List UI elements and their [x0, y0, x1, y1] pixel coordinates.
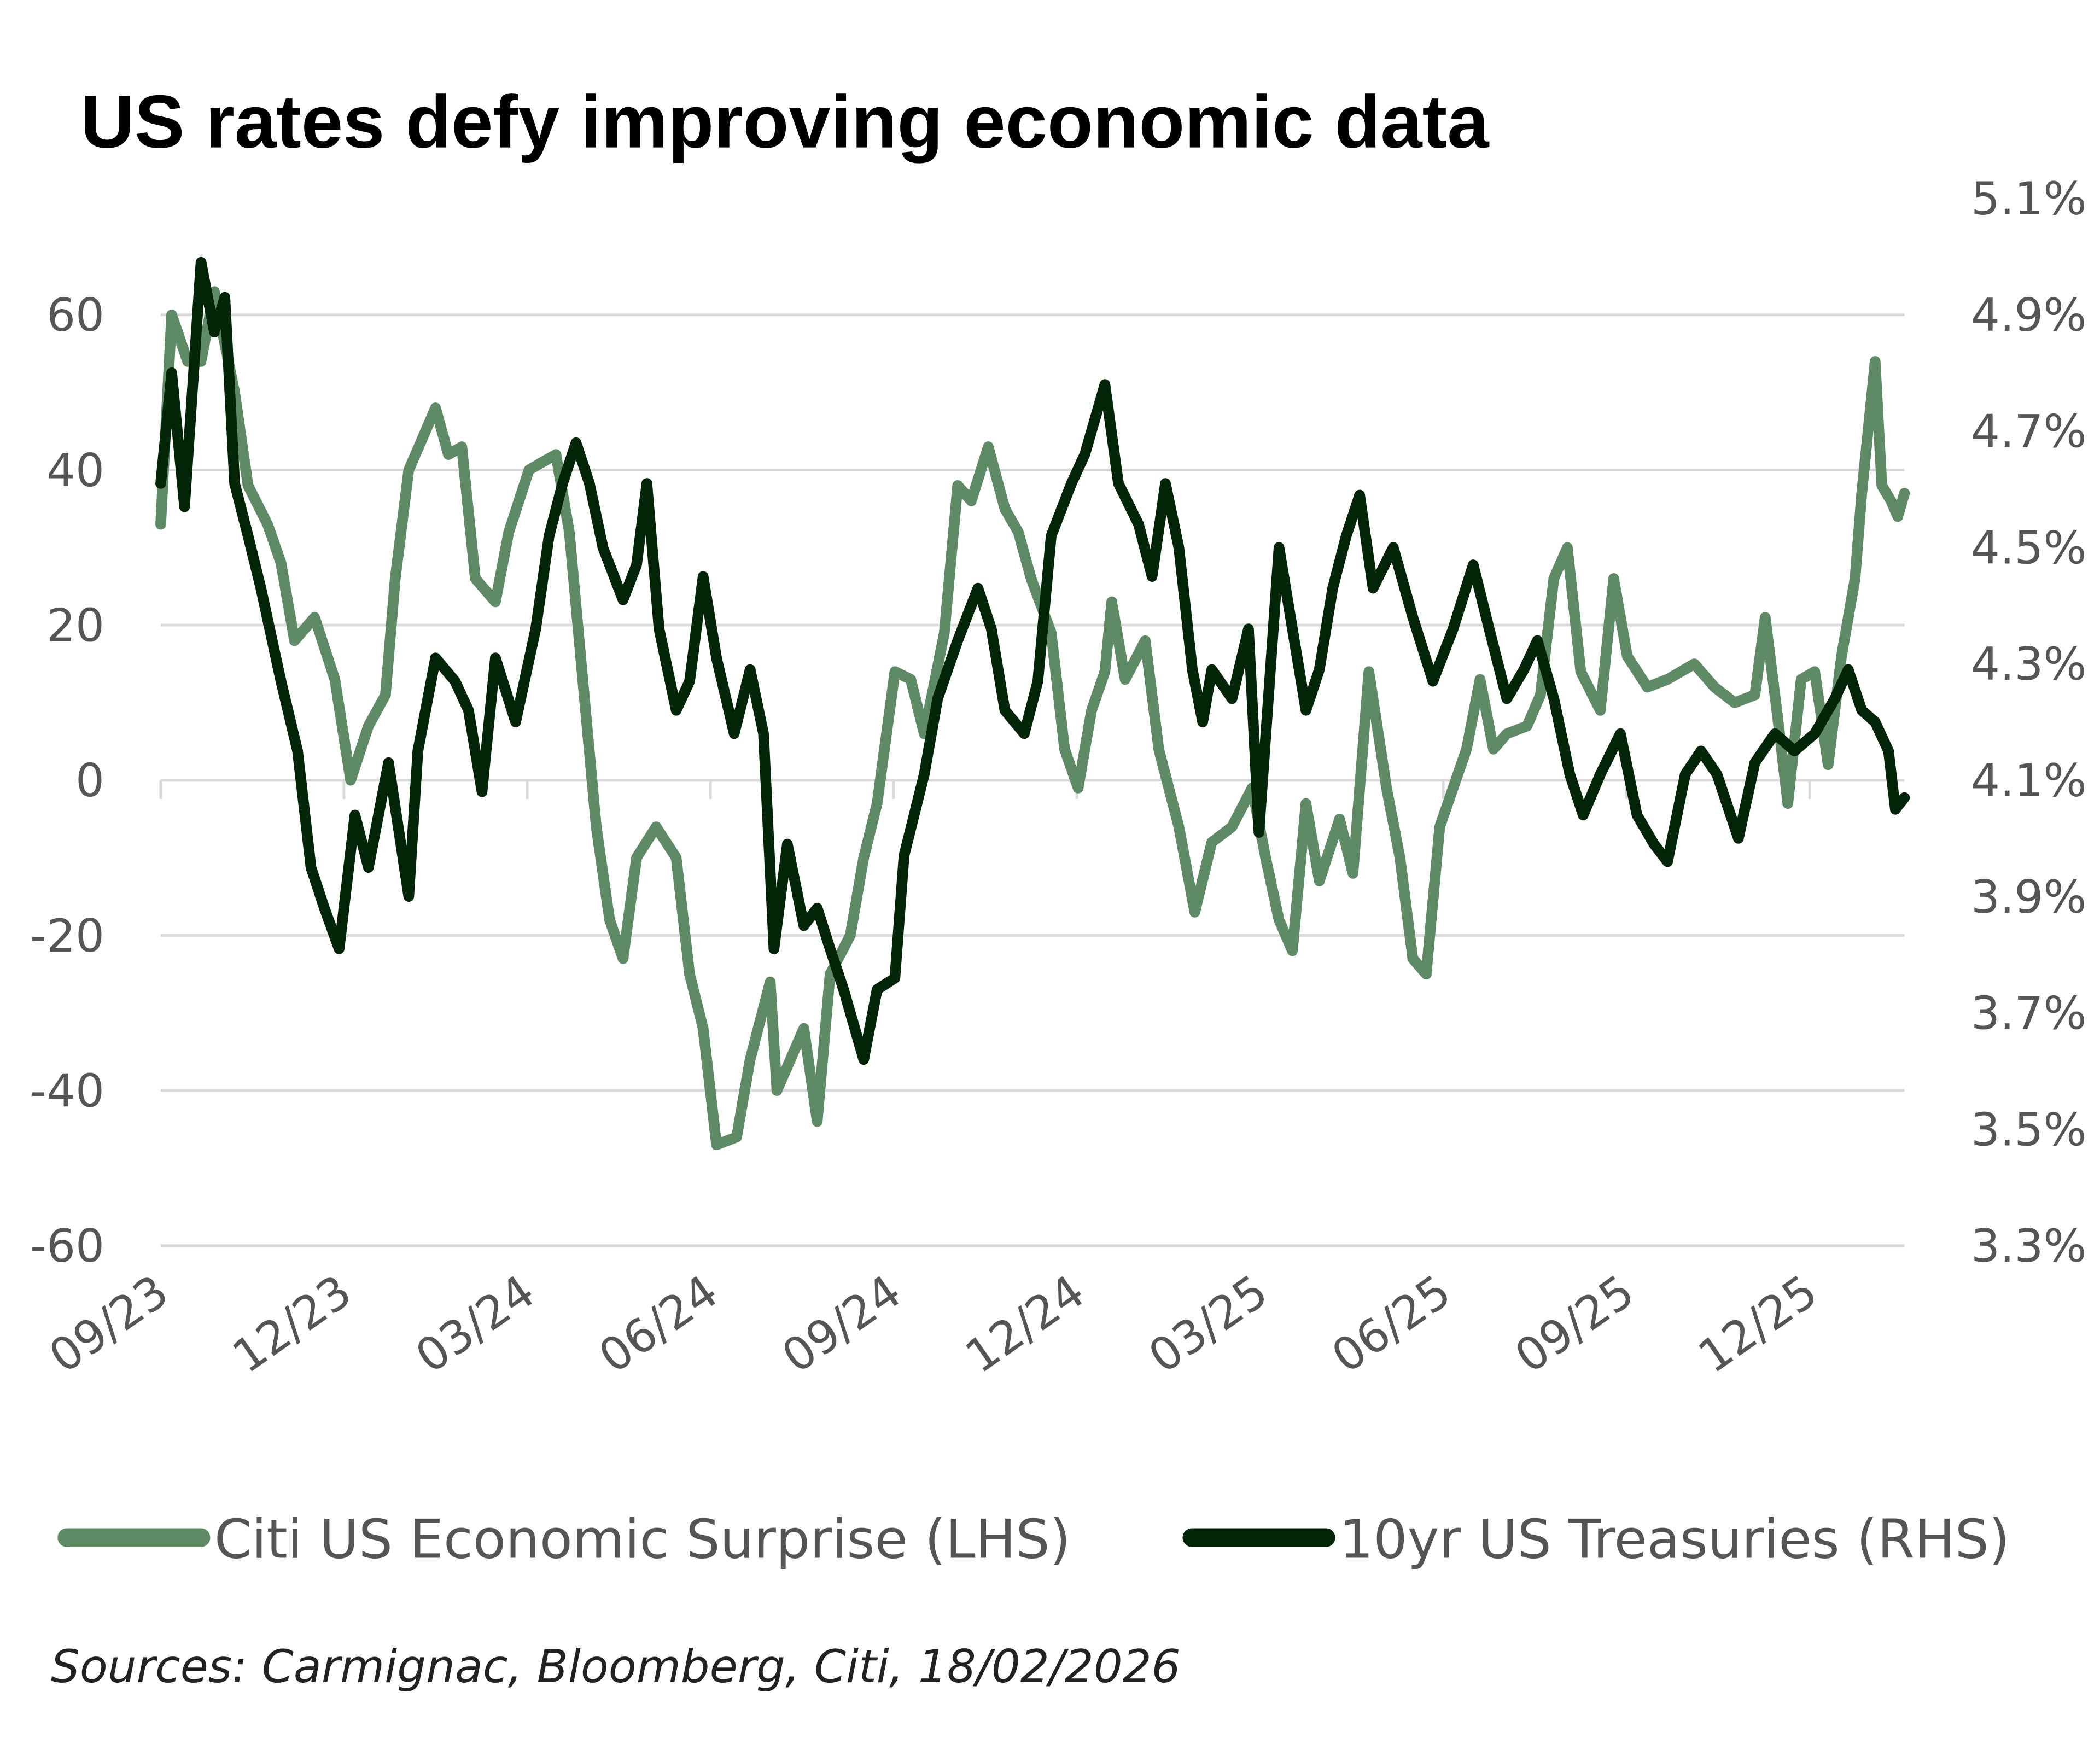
x-tick-label: 09/23: [40, 1265, 178, 1384]
right-tick-label: 3.3%: [1971, 1220, 2087, 1273]
gridlines: [160, 313, 1905, 1247]
treasuries-10yr-line: [155, 256, 1910, 1065]
right-tick-label: 4.1%: [1971, 754, 2087, 807]
x-tick-label: 03/25: [1139, 1265, 1277, 1384]
x-tick-label: 09/25: [1506, 1265, 1643, 1384]
right-tick-label: 3.7%: [1971, 987, 2087, 1040]
citi-surprise-line: [155, 286, 1910, 1151]
legend: Citi US Economic Surprise (LHS) 10yr US …: [57, 1508, 2010, 1571]
right-axis: 3.3% 3.5% 3.7% 3.9% 4.1% 4.3% 4.5% 4.7% 4.9% 5.1%: [1971, 172, 2087, 1273]
left-tick-label: 0: [75, 754, 104, 807]
x-tick-label: 12/23: [223, 1265, 361, 1384]
left-tick-label: 40: [46, 444, 104, 497]
right-tick-label: 4.7%: [1971, 405, 2087, 458]
chart-title: US rates defy improving economic data: [80, 80, 1490, 164]
right-tick-label: 4.3%: [1971, 638, 2087, 691]
right-tick-label: 4.9%: [1971, 289, 2087, 342]
left-tick-label: 20: [46, 599, 104, 652]
left-tick-label: -40: [30, 1064, 104, 1117]
series-lines: [155, 256, 1910, 1151]
right-tick-label: 5.1%: [1971, 172, 2087, 225]
x-tick-label: 12/24: [956, 1265, 1094, 1384]
left-tick-label: -60: [30, 1220, 104, 1273]
x-tick-label: 06/25: [1322, 1265, 1460, 1384]
left-tick-label: 60: [46, 289, 104, 342]
legend-label-citi: Citi US Economic Surprise (LHS): [214, 1508, 1071, 1571]
left-axis: -60 -40 -20 0 20 40 60: [30, 289, 104, 1273]
right-tick-label: 3.9%: [1971, 871, 2087, 924]
right-tick-label: 4.5%: [1971, 521, 2087, 574]
right-tick-label: 3.5%: [1971, 1103, 2087, 1156]
left-tick-label: -20: [30, 909, 104, 962]
x-tick-label: 03/24: [406, 1265, 544, 1384]
source-note: Sources: Carmignac, Bloomberg, Citi, 18/…: [51, 1640, 1181, 1693]
x-tick-label: 09/24: [773, 1265, 911, 1384]
x-tick-label: 06/24: [590, 1265, 727, 1384]
legend-label-treasuries: 10yr US Treasuries (RHS): [1339, 1508, 2010, 1571]
x-tick-label: 12/25: [1689, 1265, 1827, 1384]
